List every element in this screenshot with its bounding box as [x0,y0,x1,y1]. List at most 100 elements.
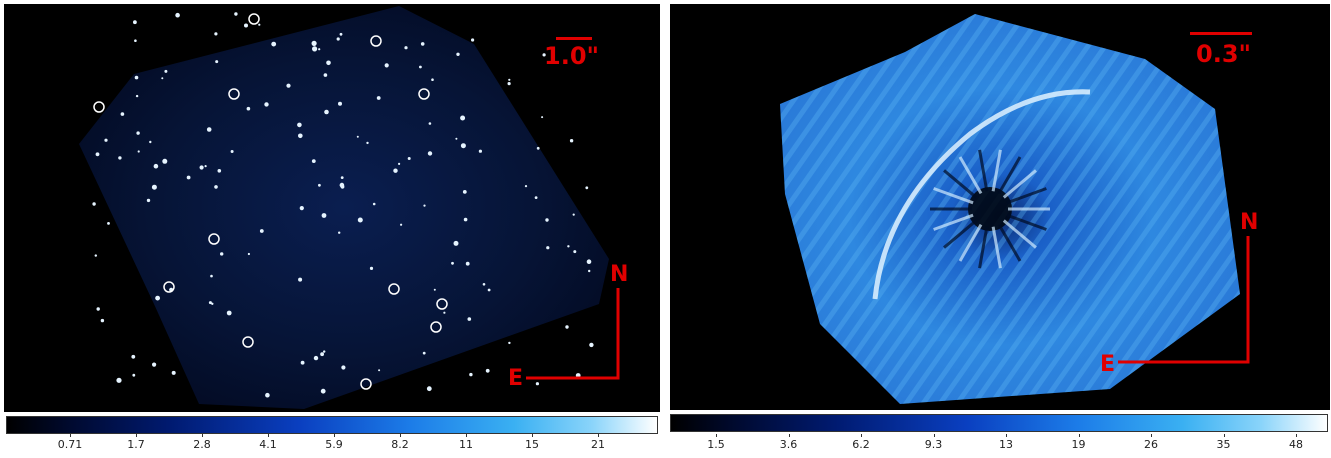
point-source [175,12,180,18]
left-colorbar-tick-label: 8.2 [391,438,409,451]
point-source [297,122,302,128]
point-source [565,325,569,329]
point-source [356,135,359,138]
point-source [460,115,466,121]
point-source [230,150,234,153]
point-source [100,318,105,323]
right-north-label: N [1240,210,1259,235]
point-source [541,116,544,119]
right-colorbar-tick-label: 13 [999,438,1013,451]
point-source [134,39,137,42]
left-colorbar-tick-mark [466,434,467,437]
point-source [92,202,96,206]
point-source [320,352,324,357]
point-source [426,386,432,392]
point-source [271,41,277,47]
point-source [378,369,381,372]
point-source [217,169,222,173]
point-source [214,185,218,189]
ringed-source [430,321,442,333]
point-source [206,127,212,132]
ringed-source [93,101,105,113]
point-source [300,360,305,365]
point-source [214,32,218,36]
left-east-label: E [508,366,524,391]
point-source [318,48,321,51]
point-source [95,152,100,157]
left-colorbar-tick-label: 1.7 [127,438,145,451]
point-source [465,261,470,266]
point-source [372,202,376,206]
right-colorbar-tick-label: 19 [1071,438,1086,451]
point-source [135,94,139,98]
point-source [215,60,219,64]
spoke [943,219,978,249]
spoke [933,187,974,205]
left-image-area: 1.0" N E [4,4,660,412]
spoke [958,156,983,195]
point-source [340,184,345,189]
point-source [132,373,136,377]
point-source [567,245,570,248]
right-scale-label: 0.3" [1196,40,1252,68]
point-source [398,162,401,165]
point-source [471,38,475,42]
point-source [431,78,434,81]
ringed-source [360,378,372,390]
point-source [298,133,303,139]
point-source [453,240,459,246]
ringed-source [242,336,254,348]
right-colorbar-tick-mark [1078,434,1080,437]
spoke [997,223,1022,262]
point-source [422,351,426,355]
point-source [423,204,426,207]
right-colorbar-tick-label: 26 [1144,438,1158,451]
spoke [1002,169,1037,199]
ringed-source [370,35,382,47]
left-colorbar-tick-mark [202,434,203,437]
point-source [433,288,436,291]
point-source [133,20,137,25]
spoke [958,223,983,262]
point-source [246,106,251,111]
left-colorbar-tick-label: 0.71 [57,438,83,451]
point-source [220,252,224,256]
spoke [997,156,1022,195]
spoke [933,213,974,231]
point-source [171,370,176,375]
left-colorbar-tick-label: 5.9 [325,438,343,451]
point-source [151,184,157,190]
point-source [428,122,432,125]
left-sky-image [79,6,609,409]
point-source [366,141,369,145]
point-source [146,198,151,203]
spoke [1006,187,1047,205]
point-source [210,274,213,278]
point-source [94,254,98,257]
right-colorbar-tick-label: 1.5 [707,438,725,451]
right-colorbar-tick-mark [933,434,935,437]
left-colorbar-tick-mark [598,434,599,437]
point-source [588,269,591,273]
point-source [420,42,425,46]
point-source [460,143,466,149]
ringed-source [418,88,430,100]
left-colorbar-tick-label: 4.1 [259,438,277,451]
ringed-source [248,13,260,25]
point-source [323,350,326,353]
point-source [131,354,136,359]
point-source [573,250,577,254]
point-source [161,77,164,80]
point-source [546,246,550,250]
point-source [508,341,511,345]
point-source [137,150,140,153]
right-colorbar-tick-label: 6.2 [852,438,870,451]
point-source [589,342,594,348]
left-scale-label: 1.0" [544,42,600,70]
point-source [326,60,331,66]
point-source [298,277,303,282]
spoke [991,226,1002,269]
point-source [336,37,340,41]
point-source [313,355,319,361]
point-source [104,138,108,142]
